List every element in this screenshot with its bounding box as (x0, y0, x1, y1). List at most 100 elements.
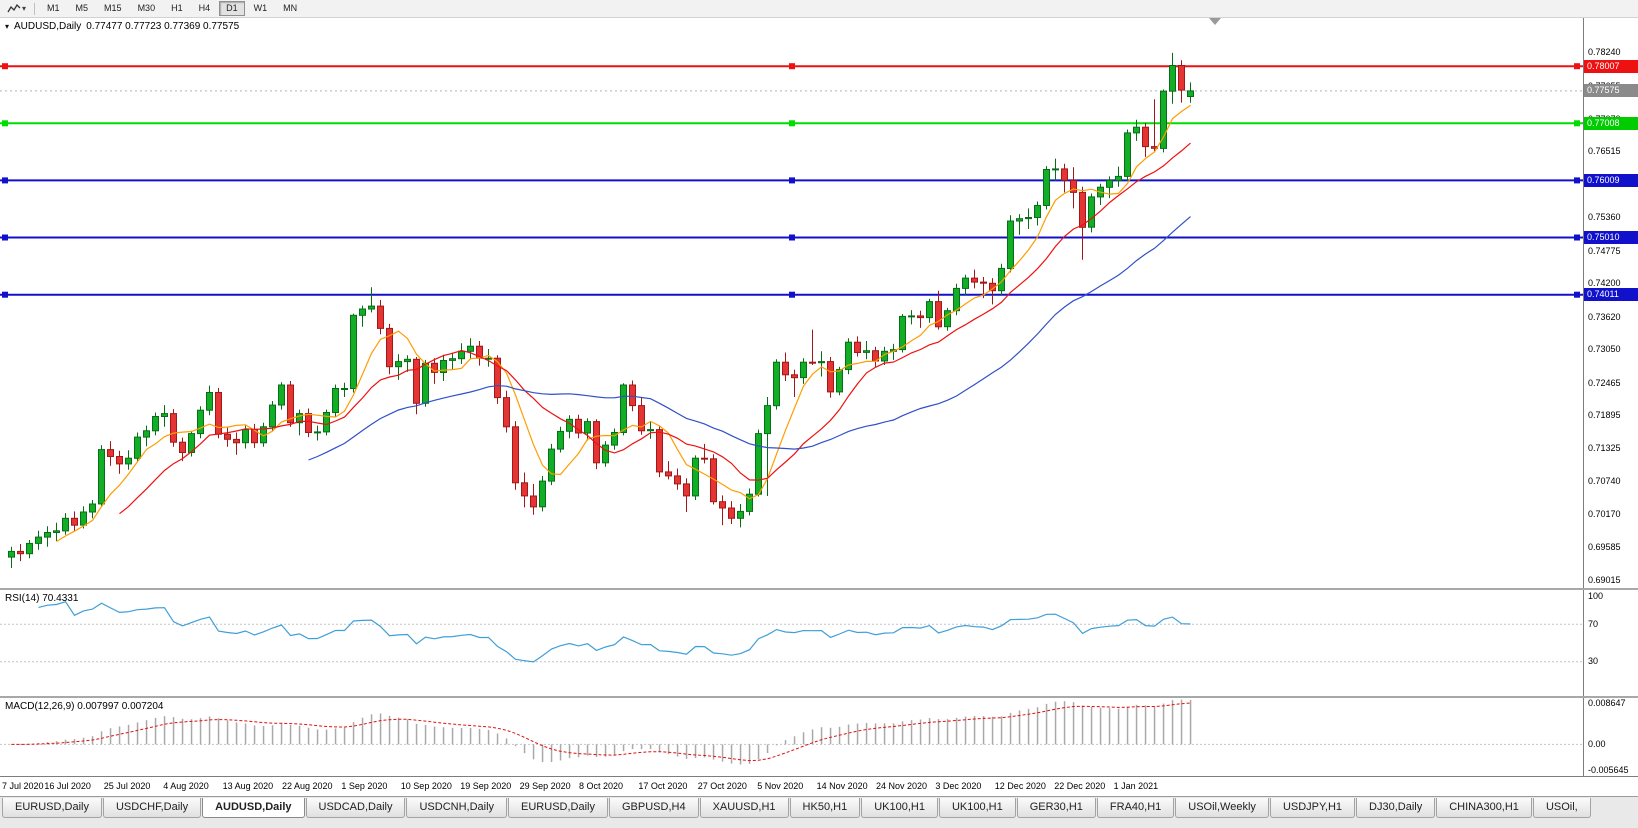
price-tick-label: 0.75360 (1588, 212, 1621, 222)
date-tick-label: 1 Sep 2020 (341, 781, 388, 791)
timeframe-buttons: M1 M5 M15 M30 H1 H4 D1 W1 MN (40, 1, 304, 16)
chart-tab-usdchf-daily[interactable]: USDCHF,Daily (102, 798, 202, 818)
date-tick-label: 25 Jul 2020 (103, 781, 151, 791)
chart-type-icon (7, 3, 21, 12)
price-badge: 0.76009 (1584, 173, 1638, 187)
date-tick-label: 17 Oct 2020 (638, 781, 688, 791)
chart-tab-audusd-daily[interactable]: AUDUSD,Daily (202, 798, 305, 818)
timeframe-button-h1[interactable]: H1 (171, 3, 183, 13)
horizontal-line (0, 177, 1583, 184)
date-tick-label: 8 Oct 2020 (579, 781, 624, 791)
date-tick-label: 29 Sep 2020 (519, 781, 571, 791)
price-badge: 0.77008 (1584, 116, 1638, 130)
price-tick-label: 0.73620 (1588, 311, 1621, 322)
chart-tab-uk100-h1[interactable]: UK100,H1 (938, 798, 1016, 818)
chart-tab-eurusd-daily[interactable]: EURUSD,Daily (508, 798, 608, 818)
timeframe-button-d1[interactable]: D1 (219, 1, 245, 16)
timeframe-button-mn[interactable]: MN (283, 3, 298, 13)
horizontal-line (0, 291, 1583, 298)
date-tick-label: 3 Dec 2020 (935, 781, 982, 791)
price-tick-label: 0.69585 (1588, 542, 1621, 553)
macd-signal-line (11, 702, 1191, 762)
price-tick-label: 0.78240 (1588, 47, 1621, 58)
price-tick-label: 0.71325 (1588, 442, 1621, 453)
rsi-pane[interactable]: RSI(14) 70.4331 100 70 30 (0, 590, 1638, 696)
date-tick-label: 24 Nov 2020 (876, 781, 928, 791)
date-tick-label: 22 Dec 2020 (1054, 781, 1106, 791)
chart-tab-ger30-h1[interactable]: GER30,H1 (1016, 798, 1096, 818)
chevron-down-icon: ▾ (22, 3, 27, 13)
timeframe-button-m30[interactable]: M30 (137, 3, 156, 13)
dropdown-triangle-icon: ▾ (5, 21, 10, 31)
macd-histogram (10, 699, 1192, 765)
macd-label: MACD(12,26,9) 0.007997 0.007204 (5, 701, 164, 712)
rsi-line (38, 600, 1191, 663)
ma-6-line (56, 104, 1191, 543)
price-axis[interactable]: 0.782400.776550.770700.765150.759300.753… (1583, 18, 1638, 588)
price-tick-label: 0.70170 (1588, 508, 1621, 519)
ohlc-values: 0.77477 0.77723 0.77369 0.77575 (86, 21, 240, 32)
chart-tab-dj30-daily[interactable]: DJ30,Daily (1356, 798, 1436, 818)
horizontal-line (0, 120, 1583, 127)
chart-tab-usdjpy-h1[interactable]: USDJPY,H1 (1269, 798, 1356, 818)
price-tick-label: 0.76515 (1588, 146, 1621, 156)
date-tick-label: 16 Jul 2020 (44, 781, 91, 791)
macd-tick-label: 0.00 (1588, 738, 1606, 749)
time-axis[interactable]: 7 Jul 2020 16 Jul 2020 25 Jul 2020 4 Aug 20… (0, 776, 1638, 796)
chart-tab-usdcad-daily[interactable]: USDCAD,Daily (305, 798, 406, 818)
chart-tab-usdcnh-daily[interactable]: USDCNH,Daily (406, 798, 508, 818)
timeframe-button-m1[interactable]: M1 (47, 3, 60, 13)
chart-tab-gbpusd-h4[interactable]: GBPUSD,H4 (609, 798, 699, 818)
price-pane[interactable]: ▾ AUDUSD,Daily 0.77477 0.77723 0.77369 0… (0, 18, 1638, 588)
macd-tick-label: -0.005645 (1588, 765, 1629, 775)
chart-window: ▾ AUDUSD,Daily 0.77477 0.77723 0.77369 0… (0, 18, 1638, 796)
chart-tab-china300-h1[interactable]: CHINA300,H1 (1436, 798, 1532, 818)
chart-tab-usoil[interactable]: USOil, (1532, 798, 1591, 818)
price-tick-label: 0.69015 (1588, 574, 1621, 585)
rsi-axis[interactable]: 100 70 30 (1583, 590, 1638, 696)
date-tick-label: 14 Nov 2020 (816, 781, 868, 791)
date-tick-label: 5 Nov 2020 (757, 781, 804, 791)
chart-tab-fra40-h1[interactable]: FRA40,H1 (1096, 798, 1175, 818)
date-tick-label: 10 Sep 2020 (400, 781, 452, 791)
chart-tab-uk100-h1[interactable]: UK100,H1 (861, 798, 938, 818)
horizontal-line (0, 63, 1583, 70)
date-tick-label: 7 Jul 2020 (2, 781, 44, 791)
chart-title-overlay: ▾ AUDUSD,Daily 0.77477 0.77723 0.77369 0… (5, 21, 239, 32)
date-tick-label: 12 Dec 2020 (994, 781, 1046, 791)
date-tick-label: 19 Sep 2020 (460, 781, 512, 791)
ma-13-line (119, 142, 1191, 515)
timeframe-button-m15[interactable]: M15 (104, 3, 122, 13)
toolbar-separator (34, 2, 36, 15)
ma-34-line (308, 216, 1191, 461)
chart-tabs: EURUSD,Daily USDCHF,Daily AUDUSD,Daily USDC… (0, 796, 1638, 828)
chart-tab-eurusd-daily[interactable]: EURUSD,Daily (2, 798, 102, 818)
price-badge: 0.75010 (1584, 231, 1638, 244)
price-badge: 0.74011 (1584, 288, 1638, 302)
macd-pane[interactable]: MACD(12,26,9) 0.007997 0.007204 0.008647… (0, 698, 1638, 776)
price-tick-label: 0.74775 (1588, 245, 1621, 256)
pane-splitter[interactable] (0, 588, 1638, 590)
date-tick-label: 4 Aug 2020 (163, 781, 209, 791)
price-tick-label: 0.71895 (1588, 410, 1621, 421)
price-badge: 0.78007 (1584, 59, 1638, 73)
chart-tab-hk50-h1[interactable]: HK50,H1 (789, 798, 861, 818)
chart-tab-usoil-weekly[interactable]: USOil,Weekly (1175, 798, 1269, 818)
price-tick-label: 0.73050 (1588, 344, 1621, 355)
rsi-label: RSI(14) 70.4331 (5, 593, 79, 604)
candles (8, 52, 1194, 568)
chart-tab-xauusd-h1[interactable]: XAUUSD,H1 (699, 798, 789, 818)
rsi-tick-label: 30 (1588, 656, 1599, 667)
timeframe-button-w1[interactable]: W1 (253, 3, 268, 13)
date-tick-label: 27 Oct 2020 (697, 781, 747, 791)
chart-type-dropdown[interactable]: ▾ (4, 1, 29, 17)
macd-axis[interactable]: 0.008647 0.00 -0.005645 (1583, 698, 1638, 776)
pane-splitter[interactable] (0, 696, 1638, 698)
timeframe-button-m5[interactable]: M5 (75, 3, 89, 13)
timeframe-button-h4[interactable]: H4 (198, 3, 211, 13)
price-tick-label: 0.74200 (1588, 278, 1621, 289)
shift-marker-icon (1209, 18, 1221, 25)
rsi-tick-label: 70 (1588, 618, 1599, 629)
price-badge: 0.77575 (1584, 84, 1638, 98)
